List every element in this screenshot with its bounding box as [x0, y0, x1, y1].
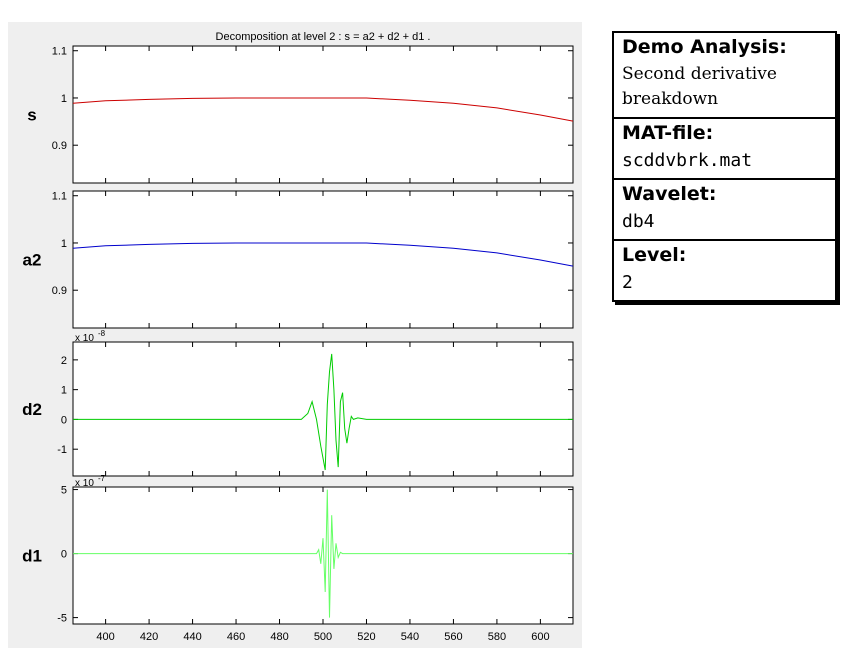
wavelet-value: db4: [622, 211, 655, 232]
ytick-label-s: 1: [61, 93, 67, 105]
level-value: 2: [622, 272, 633, 293]
analysis-value: Second derivative breakdown: [622, 64, 777, 109]
chart-title: Decomposition at level 2 : s = a2 + d2 +…: [216, 31, 431, 43]
xtick-label: 500: [314, 631, 332, 643]
ytick-label-a2: 1.1: [52, 191, 67, 203]
exponent-label-d1: x 10: [75, 478, 94, 489]
ytick-label-d2: 0: [61, 414, 67, 426]
info-panel: Demo Analysis: Second derivative breakdo…: [612, 31, 837, 302]
series-line-d1: [73, 489, 573, 618]
xtick-label: 460: [227, 631, 245, 643]
ytick-label-d2: 1: [61, 385, 67, 397]
decomposition-figure: 0.9 1 1.1 s Decomposition at level 2 : s = a…: [8, 22, 582, 648]
xtick-label: 520: [357, 631, 375, 643]
xtick-label: 540: [401, 631, 419, 643]
info-section-analysis: Demo Analysis: Second derivative breakdo…: [614, 33, 835, 117]
ytick-label-d1: -5: [57, 613, 67, 625]
ylabel-d1: d1: [22, 547, 42, 566]
xtick-label: 440: [183, 631, 201, 643]
ytick-label-s: 1.1: [52, 46, 67, 58]
series-line-a2: [72, 242, 574, 267]
exponent-power-d2: -8: [98, 329, 106, 338]
ytick-label-a2: 0.9: [52, 285, 67, 297]
ytick-label-s: 0.9: [52, 140, 67, 152]
ytick-label-d1: 0: [61, 549, 67, 561]
xtick-label: 580: [488, 631, 506, 643]
info-section-level: Level: 2: [614, 239, 835, 300]
info-section-wavelet: Wavelet: db4: [614, 178, 835, 239]
ytick-label-d2: -1: [57, 444, 67, 456]
ytick-label-a2: 1: [61, 238, 67, 250]
matfile-heading: MAT-file:: [622, 122, 714, 144]
info-section-matfile: MAT-file: scddvbrk.mat: [614, 117, 835, 178]
axes-d1: [72, 486, 574, 625]
decomposition-chart-svg: 0.9 1 1.1 s Decomposition at level 2 : s = a…: [22, 31, 574, 643]
axes-a2: [72, 190, 574, 329]
analysis-heading: Demo Analysis:: [622, 36, 787, 58]
matfile-value: scddvbrk.mat: [622, 150, 753, 171]
ylabel-s: s: [27, 106, 36, 125]
axes-d2: [72, 341, 574, 477]
xtick-label: 400: [96, 631, 114, 643]
series-line-s: [72, 97, 574, 122]
ytick-label-d1: 5: [61, 485, 67, 497]
ylabel-d2: d2: [22, 400, 42, 419]
xtick-label: 560: [444, 631, 462, 643]
axes-s: [72, 45, 574, 184]
ytick-label-d2: 2: [61, 355, 67, 367]
exponent-label-d2: x 10: [75, 333, 94, 344]
ylabel-a2: a2: [23, 251, 42, 270]
xtick-label: 480: [270, 631, 288, 643]
exponent-power-d1: -7: [98, 474, 106, 483]
wavelet-heading: Wavelet:: [622, 183, 717, 205]
xtick-label: 420: [140, 631, 158, 643]
xtick-label: 600: [531, 631, 549, 643]
series-line-d2: [73, 353, 573, 471]
level-heading: Level:: [622, 244, 687, 266]
